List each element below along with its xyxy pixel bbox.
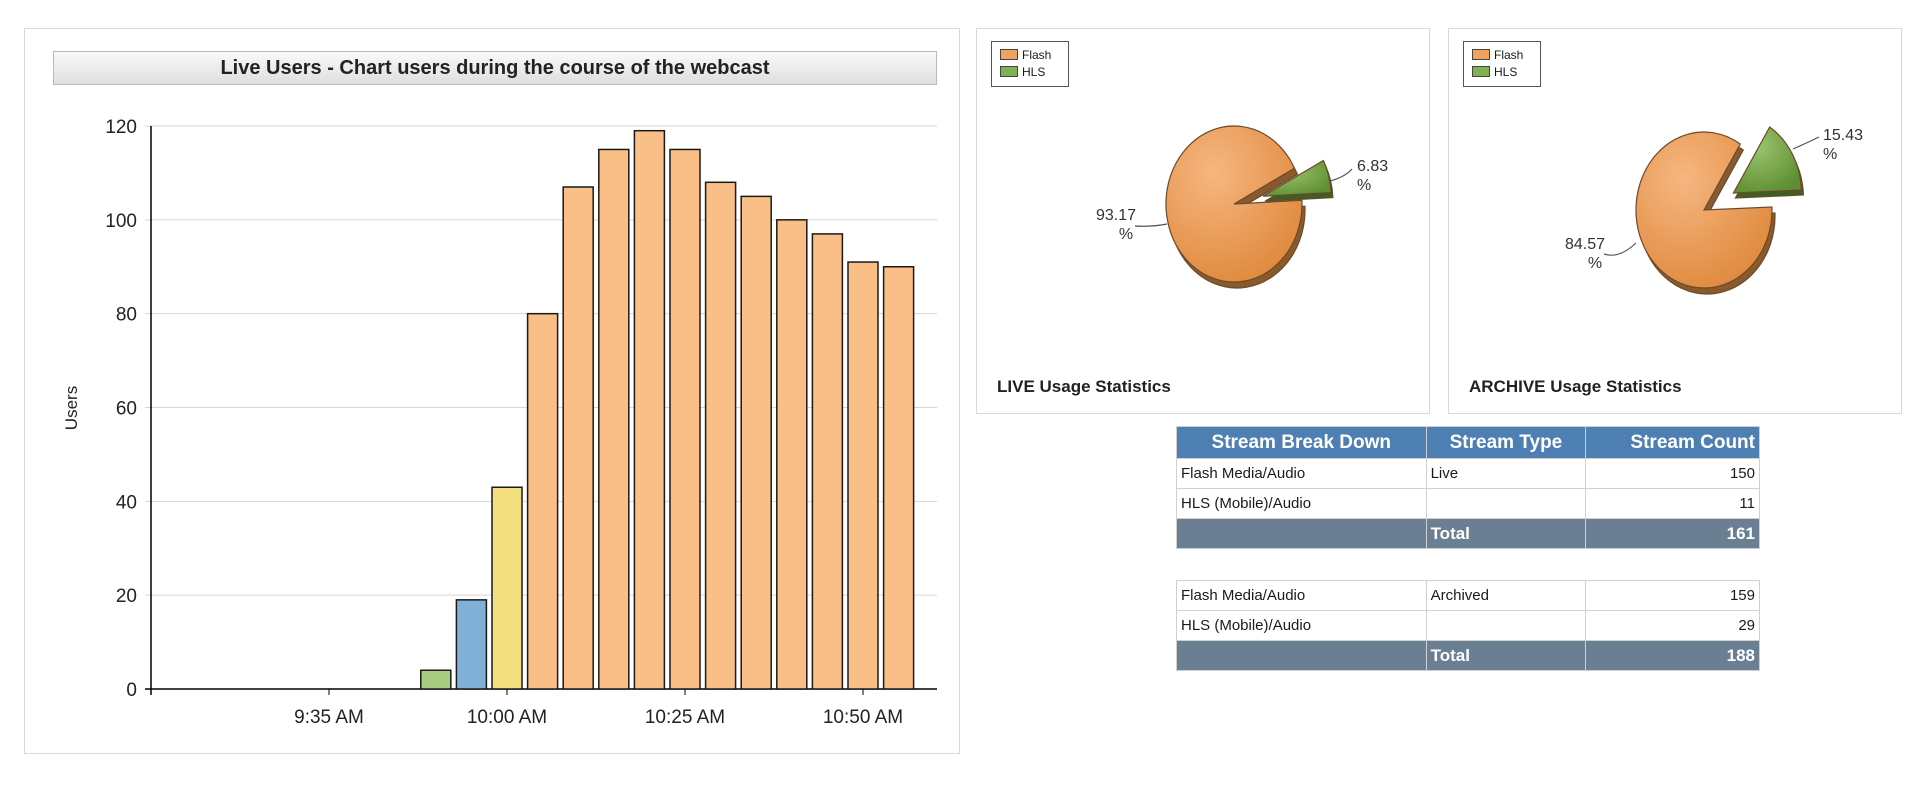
bar	[420, 669, 452, 690]
y-tick-label: 0	[126, 680, 137, 701]
cell-stream-name: HLS (Mobile)/Audio	[1176, 488, 1427, 519]
bar	[704, 181, 737, 690]
y-tick-label: 80	[116, 305, 137, 326]
pie-label-hls-value: 6.83	[1357, 158, 1388, 175]
x-tick-label: 10:25 AM	[645, 707, 725, 728]
cell-stream-count: 11	[1585, 488, 1760, 519]
archive-pie-caption: ARCHIVE Usage Statistics	[1469, 377, 1682, 396]
y-tick-label: 40	[116, 492, 137, 513]
archive-usage-pie-chart: 84.57% 15.43%	[1565, 126, 1863, 295]
bar	[669, 148, 701, 690]
cell-total-label: Total	[1425, 518, 1587, 549]
bar	[811, 233, 844, 690]
bar	[776, 219, 808, 690]
y-tick-label: 20	[116, 586, 137, 607]
chart-title: Live Users - Chart users during the cour…	[53, 51, 937, 85]
pie-slice-hls	[1732, 126, 1803, 194]
col-header-stream-type: Stream Type	[1425, 426, 1587, 459]
legend-item-hls: HLS	[1472, 63, 1540, 80]
live-users-chart-panel: 0 20 40 60 80 100 120 Users 9:35 AM 10:00 AM 10:25…	[24, 28, 960, 754]
pie-label-flash-value: 93.17	[1096, 207, 1136, 224]
cell-stream-name: HLS (Mobile)/Audio	[1176, 610, 1427, 641]
pie-slice-hls	[1262, 159, 1332, 197]
pie-label-flash-value: 84.57	[1565, 236, 1605, 253]
cell-stream-name: Flash Media/Audio	[1176, 580, 1427, 611]
table-row: HLS (Mobile)/Audio 11	[1176, 488, 1760, 519]
table-row: Flash Media/Audio Archived 159	[1176, 580, 1760, 611]
pie-slice-flash	[1635, 131, 1773, 289]
archive-usage-panel: 84.57% 15.43% Flash HLS ARCHIVE Usage Sta…	[1448, 28, 1902, 414]
legend-label-hls: HLS	[1022, 64, 1046, 79]
table-header-row: Stream Break Down Stream Type Stream Cou…	[1176, 426, 1760, 459]
legend-swatch-hls	[1472, 66, 1490, 77]
pie-label-flash-unit: %	[1588, 255, 1602, 272]
cell-empty	[1176, 640, 1427, 671]
live-stream-table: Stream Break Down Stream Type Stream Cou…	[1176, 426, 1760, 549]
pie-label-hls-unit: %	[1357, 177, 1371, 194]
cell-stream-name: Flash Media/Audio	[1176, 458, 1427, 489]
cell-total-count: 188	[1585, 640, 1760, 671]
table-total-row: Total 188	[1176, 640, 1760, 671]
archive-stream-table: Flash Media/Audio Archived 159 HLS (Mobi…	[1176, 580, 1760, 671]
legend-item-flash: Flash	[1000, 46, 1068, 63]
pie-leader-line	[1792, 136, 1820, 150]
legend-label-hls: HLS	[1494, 64, 1518, 79]
pie-label-hls-unit: %	[1823, 146, 1837, 163]
bar	[847, 261, 879, 690]
pie-slice-flash	[1165, 125, 1303, 283]
bar	[455, 599, 488, 690]
bar	[526, 312, 559, 690]
cell-stream-type	[1425, 488, 1587, 519]
pie-label-hls-value: 15.43	[1823, 127, 1863, 144]
y-axis-label: Users	[62, 386, 81, 430]
legend-label-flash: Flash	[1494, 47, 1524, 62]
x-tick-label: 9:35 AM	[294, 707, 364, 728]
cell-stream-type: Archived	[1425, 580, 1587, 611]
x-tick-label: 10:00 AM	[467, 707, 547, 728]
pie-leader-line	[1134, 223, 1168, 227]
table-total-row: Total 161	[1176, 518, 1760, 549]
live-pie-caption: LIVE Usage Statistics	[997, 377, 1171, 396]
cell-stream-count: 29	[1585, 610, 1760, 641]
legend-swatch-flash	[1000, 49, 1018, 60]
bar	[562, 186, 594, 690]
pie-leader-line	[1603, 242, 1637, 256]
table-row: Flash Media/Audio Live 150	[1176, 458, 1760, 489]
bar	[633, 129, 666, 690]
live-users-bar-chart: 0 20 40 60 80 100 120 Users 9:35 AM 10:00 AM 10:25…	[62, 117, 937, 728]
y-tick-label: 100	[105, 211, 137, 232]
cell-stream-count: 150	[1585, 458, 1760, 489]
cell-stream-type: Live	[1425, 458, 1587, 489]
legend-item-flash: Flash	[1472, 46, 1540, 63]
table-row: HLS (Mobile)/Audio 29	[1176, 610, 1760, 641]
bar	[740, 195, 772, 690]
pie-label-flash-unit: %	[1119, 226, 1133, 243]
legend-swatch-hls	[1000, 66, 1018, 77]
live-usage-panel: 93.17% 6.83% Flash HLS LIVE Usage Statist…	[976, 28, 1430, 414]
live-usage-pie-chart: 93.17% 6.83%	[1096, 125, 1388, 289]
col-header-stream-break-down: Stream Break Down	[1176, 426, 1427, 459]
legend-swatch-flash	[1472, 49, 1490, 60]
cell-empty	[1176, 518, 1427, 549]
y-tick-label: 120	[105, 117, 137, 138]
live-pie-legend: Flash HLS	[991, 41, 1069, 87]
legend-item-hls: HLS	[1000, 63, 1068, 80]
pie-leader-line	[1329, 168, 1353, 182]
cell-total-count: 161	[1585, 518, 1760, 549]
archive-pie-legend: Flash HLS	[1463, 41, 1541, 87]
cell-total-label: Total	[1425, 640, 1587, 671]
x-tick-label: 10:50 AM	[823, 707, 903, 728]
bar	[598, 148, 630, 690]
legend-label-flash: Flash	[1022, 47, 1052, 62]
bar	[491, 486, 523, 690]
bar	[882, 266, 915, 690]
cell-stream-count: 159	[1585, 580, 1760, 611]
y-tick-label: 60	[116, 399, 137, 420]
cell-stream-type	[1425, 610, 1587, 641]
col-header-stream-count: Stream Count	[1585, 426, 1760, 459]
